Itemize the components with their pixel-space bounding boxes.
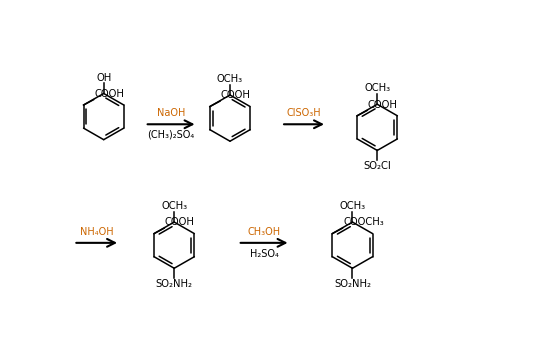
Text: SO₂NH₂: SO₂NH₂: [334, 279, 371, 289]
Text: ClSO₃H: ClSO₃H: [287, 108, 321, 118]
Text: (CH₃)₂SO₄: (CH₃)₂SO₄: [147, 130, 195, 140]
Text: COOH: COOH: [221, 90, 251, 101]
Text: NaOH: NaOH: [157, 108, 185, 118]
Text: OCH₃: OCH₃: [161, 201, 187, 211]
Text: H₂SO₄: H₂SO₄: [250, 249, 279, 259]
Text: SO₂Cl: SO₂Cl: [363, 161, 391, 171]
Text: COOCH₃: COOCH₃: [343, 217, 384, 228]
Text: OH: OH: [96, 73, 111, 83]
Text: COOH: COOH: [165, 217, 195, 228]
Text: OCH₃: OCH₃: [364, 83, 390, 94]
Text: COOH: COOH: [94, 89, 124, 99]
Text: NH₄OH: NH₄OH: [80, 227, 114, 237]
Text: COOH: COOH: [368, 100, 398, 110]
Text: SO₂NH₂: SO₂NH₂: [155, 279, 193, 289]
Text: OCH₃: OCH₃: [217, 74, 243, 84]
Text: CH₃OH: CH₃OH: [247, 227, 281, 237]
Text: OCH₃: OCH₃: [339, 201, 365, 211]
